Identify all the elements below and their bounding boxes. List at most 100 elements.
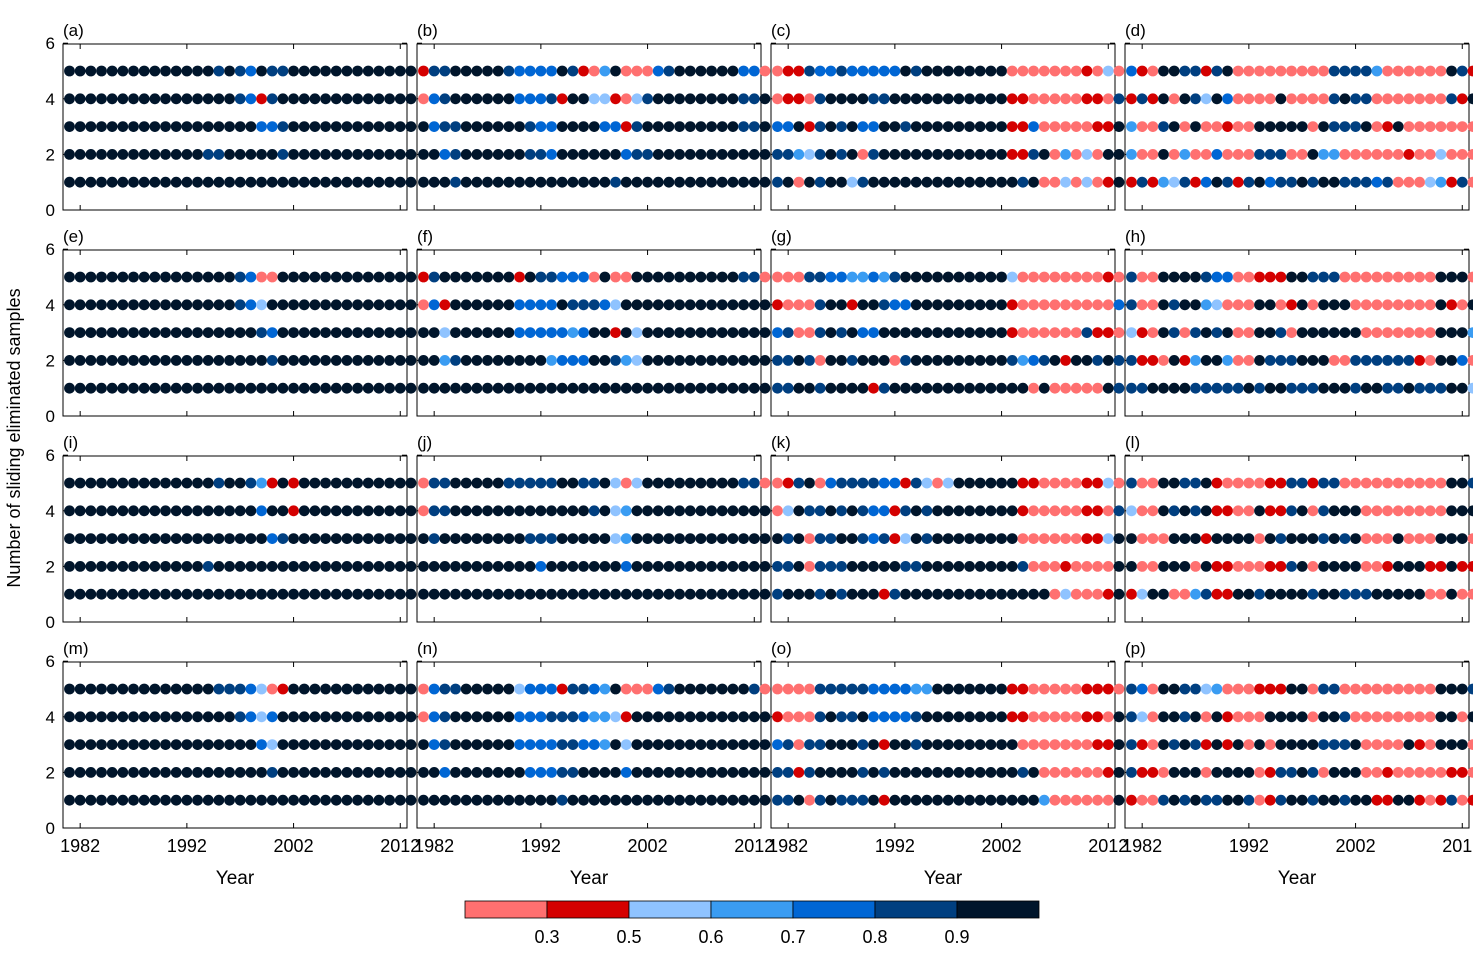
data-point [652, 271, 664, 283]
data-point [106, 121, 118, 132]
data-point [1318, 271, 1329, 283]
data-point [836, 588, 847, 600]
data-point [1275, 382, 1287, 394]
data-point [74, 505, 86, 517]
data-point [1243, 355, 1255, 366]
data-point [117, 121, 129, 132]
data-point [631, 327, 643, 338]
data-point [106, 588, 118, 600]
data-point [825, 794, 837, 806]
data-point [341, 739, 353, 750]
data-point [706, 327, 717, 338]
data-point [1424, 505, 1436, 517]
data-point [716, 588, 728, 600]
data-point [782, 271, 794, 283]
data-point [1081, 739, 1093, 750]
data-point [1092, 327, 1103, 338]
data-point [546, 149, 557, 160]
data-point [138, 355, 150, 366]
data-point [546, 767, 557, 778]
data-point [1328, 176, 1340, 188]
data-point [1286, 93, 1297, 105]
data-point [1092, 93, 1103, 105]
data-point [921, 176, 933, 188]
data-point [1456, 121, 1468, 132]
data-point [1296, 176, 1308, 188]
data-point [1456, 299, 1468, 311]
data-point [1006, 683, 1018, 695]
data-point [953, 794, 965, 806]
data-point [320, 477, 331, 489]
data-point [373, 65, 385, 77]
data-point [674, 149, 685, 160]
data-point [471, 739, 483, 750]
data-point [341, 121, 353, 132]
data-point [1403, 505, 1415, 517]
data-point [1211, 477, 1223, 489]
data-point [1456, 93, 1468, 105]
data-point [1382, 65, 1393, 77]
data-point [362, 382, 374, 394]
data-point [117, 355, 129, 366]
data-point [160, 794, 171, 806]
data-point [405, 355, 417, 366]
data-point [1456, 382, 1468, 394]
data-point [578, 561, 589, 572]
data-point [202, 588, 214, 600]
data-point [1190, 794, 1201, 806]
data-point [985, 327, 997, 338]
data-point [1307, 767, 1319, 778]
data-point [620, 739, 632, 750]
data-point [738, 382, 749, 394]
data-point [868, 327, 879, 338]
data-point [578, 683, 589, 695]
data-point [149, 477, 161, 489]
data-point [588, 65, 600, 77]
data-point [106, 65, 118, 77]
data-point [1038, 794, 1050, 806]
data-point [524, 65, 536, 77]
data-point [556, 588, 568, 600]
data-point [439, 299, 451, 311]
data-point [857, 739, 869, 750]
data-point [460, 794, 472, 806]
data-point [727, 711, 739, 723]
data-point [620, 794, 632, 806]
data-point [1126, 561, 1137, 572]
data-point [1006, 794, 1018, 806]
data-point [1232, 588, 1244, 600]
data-point [330, 711, 342, 723]
data-point [1179, 561, 1191, 572]
data-point [1168, 93, 1180, 105]
data-point [1414, 299, 1425, 311]
data-point [1232, 382, 1244, 394]
data-point [428, 299, 440, 311]
data-point [1060, 794, 1071, 806]
data-point [1113, 561, 1125, 572]
data-point [748, 561, 760, 572]
data-point [1222, 533, 1233, 544]
data-point [503, 505, 515, 517]
data-point [1136, 121, 1148, 132]
data-point [727, 65, 739, 77]
data-point [405, 121, 417, 132]
data-point [1017, 121, 1029, 132]
data-point [738, 767, 749, 778]
data-point [341, 711, 353, 723]
data-point [836, 683, 847, 695]
data-point [1017, 299, 1029, 311]
data-point [1403, 299, 1415, 311]
data-point [330, 271, 342, 283]
panel-label: (o) [771, 639, 792, 658]
data-point [599, 382, 611, 394]
data-point [846, 327, 858, 338]
data-point [1371, 588, 1383, 600]
data-point [878, 477, 890, 489]
data-point [599, 176, 611, 188]
data-point [1222, 327, 1233, 338]
data-point [1136, 93, 1148, 105]
data-point [857, 355, 869, 366]
data-point [932, 382, 943, 394]
data-point [942, 121, 954, 132]
data-point [1126, 271, 1137, 283]
